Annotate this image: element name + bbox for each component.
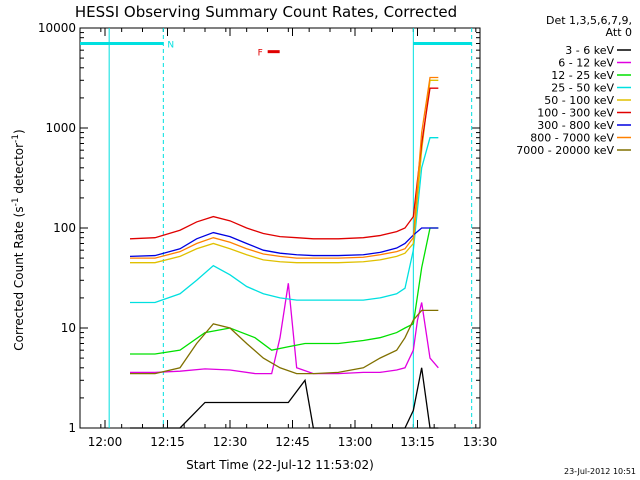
y-tick-label: 1 [68, 421, 76, 435]
timestamp: 23-Jul-2012 10:51 [564, 467, 636, 476]
series-line [130, 227, 439, 355]
x-tick-label: 12:45 [275, 435, 310, 449]
series-line [130, 79, 439, 264]
chart-title: HESSI Observing Summary Count Rates, Cor… [75, 3, 457, 21]
y-tick-label: 100 [53, 221, 76, 235]
y-tick-label: 10 [61, 321, 76, 335]
y-axis-label: Corrected Count Rate (s-1 detector-1) [11, 129, 26, 350]
observing-label: N [167, 40, 174, 50]
y-axis-label-sup2: -1 [11, 134, 21, 143]
series-line [130, 367, 439, 429]
flare-label: F [258, 49, 263, 59]
x-tick-label: 12:15 [150, 435, 185, 449]
x-tick-label: 12:00 [88, 435, 123, 449]
legend-entry-label: 6 - 12 keV [558, 57, 614, 70]
series-line [130, 137, 439, 304]
x-tick-label: 13:15 [400, 435, 435, 449]
y-axis-label-sup1: -1 [11, 197, 21, 206]
legend-entry-label: 12 - 25 keV [551, 69, 614, 82]
legend-entry-label: 25 - 50 keV [551, 82, 614, 95]
legend-entry-label: 800 - 7000 keV [530, 132, 614, 145]
observing-markers: NF [80, 28, 473, 428]
series-line [130, 283, 439, 375]
x-tick-label: 13:30 [463, 435, 498, 449]
legend-entry-label: 300 - 800 keV [537, 119, 614, 132]
series-line [129, 87, 439, 240]
axis-ticks [79, 27, 481, 429]
series-lines [129, 76, 439, 429]
y-tick-label: 10000 [38, 21, 76, 35]
legend-header-attenuator: Att 0 [606, 26, 632, 39]
series-line [130, 309, 439, 375]
legend-entry-label: 100 - 300 keV [537, 107, 614, 120]
y-tick-label: 1000 [45, 121, 76, 135]
legend-header-detectors: Det 1,3,5,6,7,9, [546, 14, 632, 27]
y-axis-label-mid: detector [12, 143, 26, 198]
x-tick-labels: 12:00 12:15 12:30 12:45 13:00 13:15 13:30 [88, 435, 498, 449]
y-axis-label-end: ) [12, 129, 26, 134]
x-tick-label: 12:30 [213, 435, 248, 449]
y-axis-label-main: Corrected Count Rate (s [12, 206, 26, 350]
x-tick-label: 13:00 [338, 435, 373, 449]
legend-entry-label: 50 - 100 keV [544, 94, 614, 107]
legend-entry-label: 7000 - 20000 keV [516, 144, 614, 157]
x-axis-label: Start Time (22-Jul-12 11:53:02) [186, 458, 374, 472]
series-line [130, 76, 439, 259]
y-tick-labels: 1 10 100 1000 10000 [38, 21, 76, 435]
legend-entry-label: 3 - 6 keV [565, 44, 614, 57]
series-line [129, 227, 439, 258]
